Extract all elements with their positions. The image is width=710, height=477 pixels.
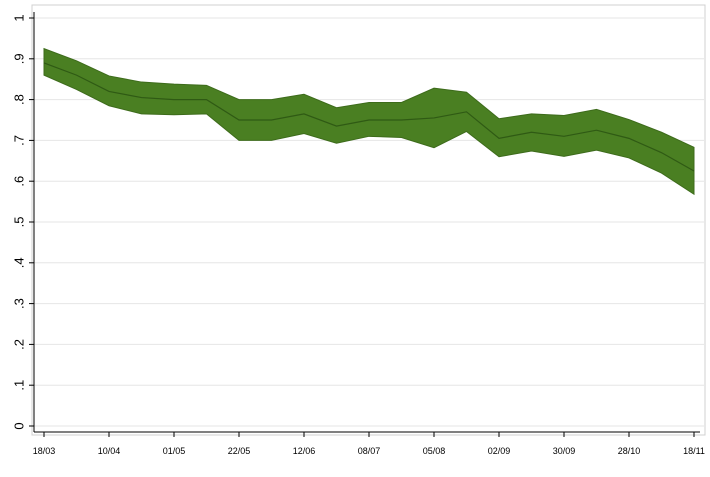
y-tick-label-4: .4: [11, 257, 26, 268]
confidence-band-0: [43, 47, 695, 196]
x-tick-label-1: 10/04: [98, 446, 121, 456]
x-tick-label-9: 28/10: [618, 446, 641, 456]
y-tick-label-7: .7: [11, 135, 26, 146]
y-tick-label-2: .2: [11, 339, 26, 350]
plot-border: [31, 4, 706, 436]
x-tick-label-5: 08/07: [358, 446, 381, 456]
x-tick-label-6: 05/08: [423, 446, 446, 456]
y-tick-label-10: 1: [11, 14, 26, 21]
y-tick-label-9: .9: [11, 53, 26, 64]
grid-layer: [34, 17, 704, 427]
x-tick-label-4: 12/06: [293, 446, 316, 456]
x-tick-label-8: 30/09: [553, 446, 576, 456]
y-tick-label-3: .3: [11, 298, 26, 309]
y-tick-label-0: 0: [11, 422, 26, 429]
label-layer: 0 .1 .2 .3 .4 .5 .6 .7 .8 .9 1 18/03 10/04 01/05 22/05…: [11, 14, 704, 456]
x-tick-label-7: 02/09: [488, 446, 511, 456]
x-tick-label-0: 18/03: [33, 446, 56, 456]
y-tick-label-6: .6: [11, 176, 26, 187]
tick-layer: [29, 17, 695, 437]
y-tick-label-5: .5: [11, 217, 26, 228]
estimate-line-0: [43, 62, 695, 172]
x-tick-label-10: 18/11: [683, 446, 705, 456]
band-layer: [43, 47, 695, 196]
x-tick-label-2: 01/05: [163, 446, 186, 456]
y-tick-label-1: .1: [11, 380, 26, 391]
y-tick-label-8: .8: [11, 94, 26, 105]
x-tick-label-3: 22/05: [228, 446, 251, 456]
